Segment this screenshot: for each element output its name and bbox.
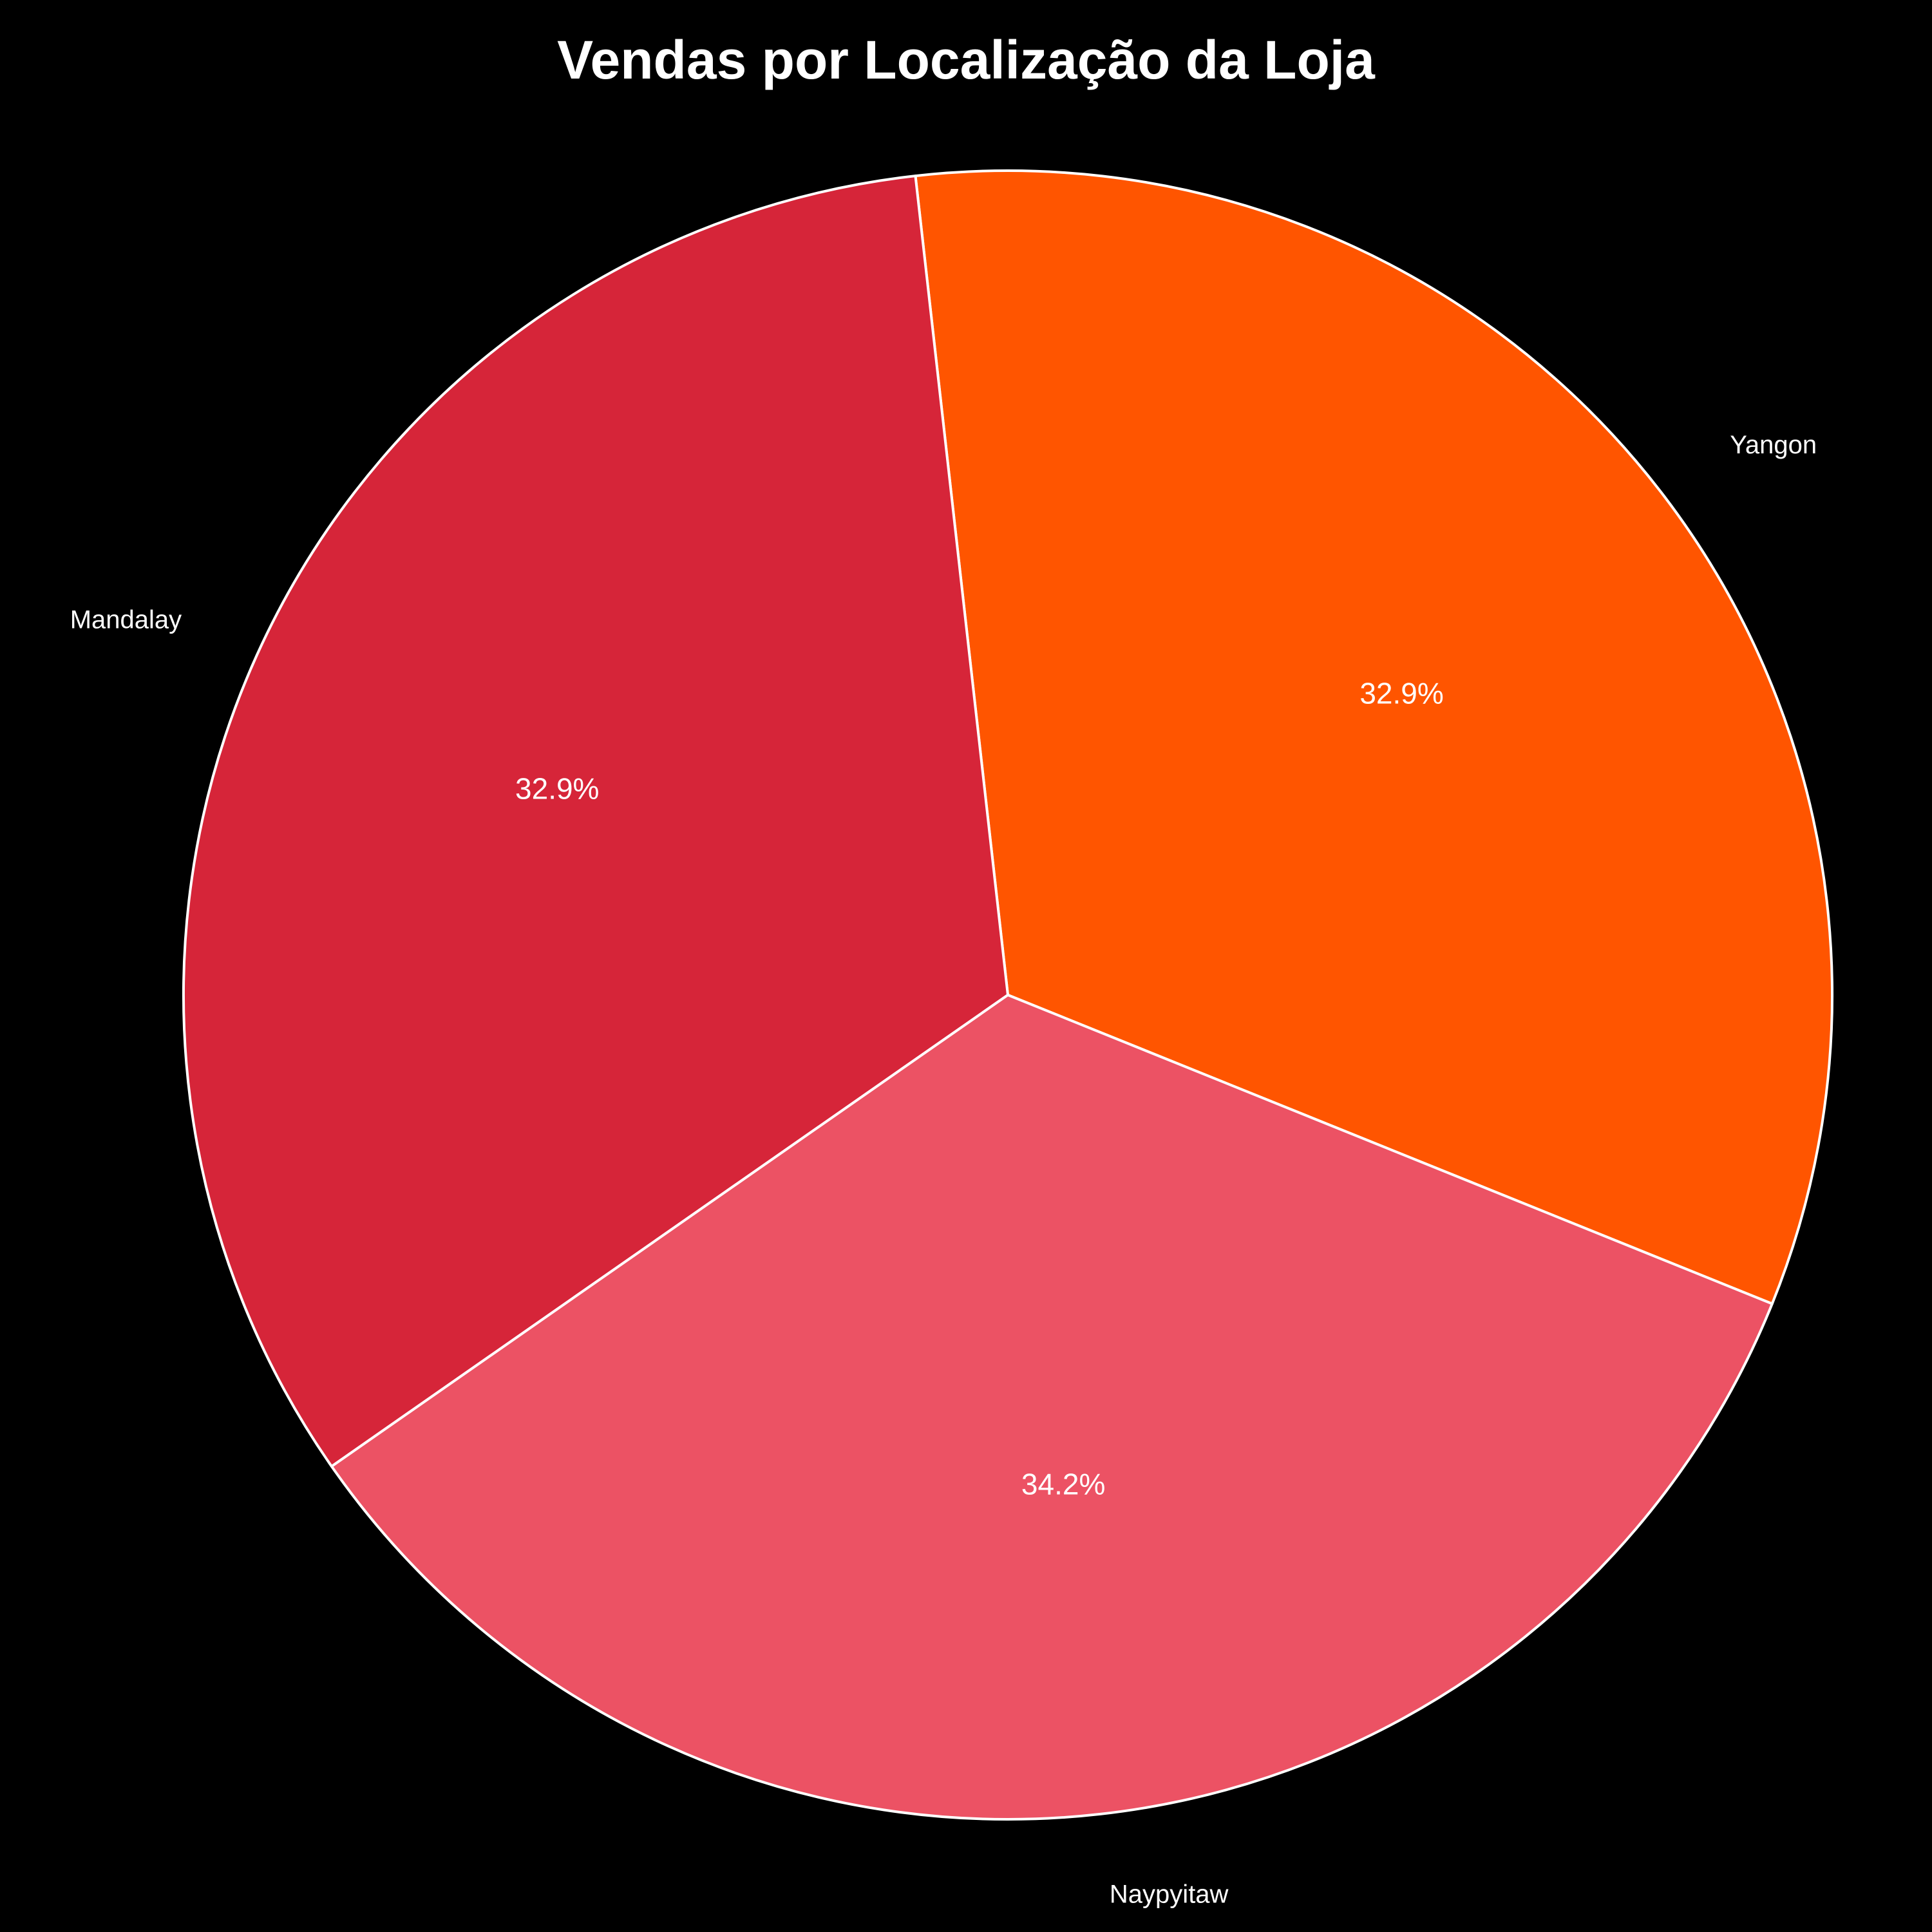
slice-label-naypyitaw: Naypyitaw: [1110, 1880, 1229, 1909]
chart-title: Vendas por Localização da Loja: [557, 30, 1376, 90]
slice-percent-naypyitaw: 34.2%: [1021, 1467, 1105, 1501]
slice-label-mandalay: Mandalay: [70, 605, 182, 634]
pie-slice-yangon: [914, 169, 1833, 1305]
slice-percent-yangon: 32.9%: [1359, 677, 1443, 710]
slice-percent-mandalay: 32.9%: [515, 772, 599, 806]
pie-slice-mandalay: [182, 175, 1009, 1468]
slice-label-yangon: Yangon: [1730, 431, 1817, 459]
pie-labels: Yangon 32.9% Mandalay 32.9% Naypyitaw 34.2%: [70, 431, 1817, 1909]
pie-slice-naypyitaw: [330, 994, 1774, 1821]
pie-slices: [182, 169, 1833, 1821]
